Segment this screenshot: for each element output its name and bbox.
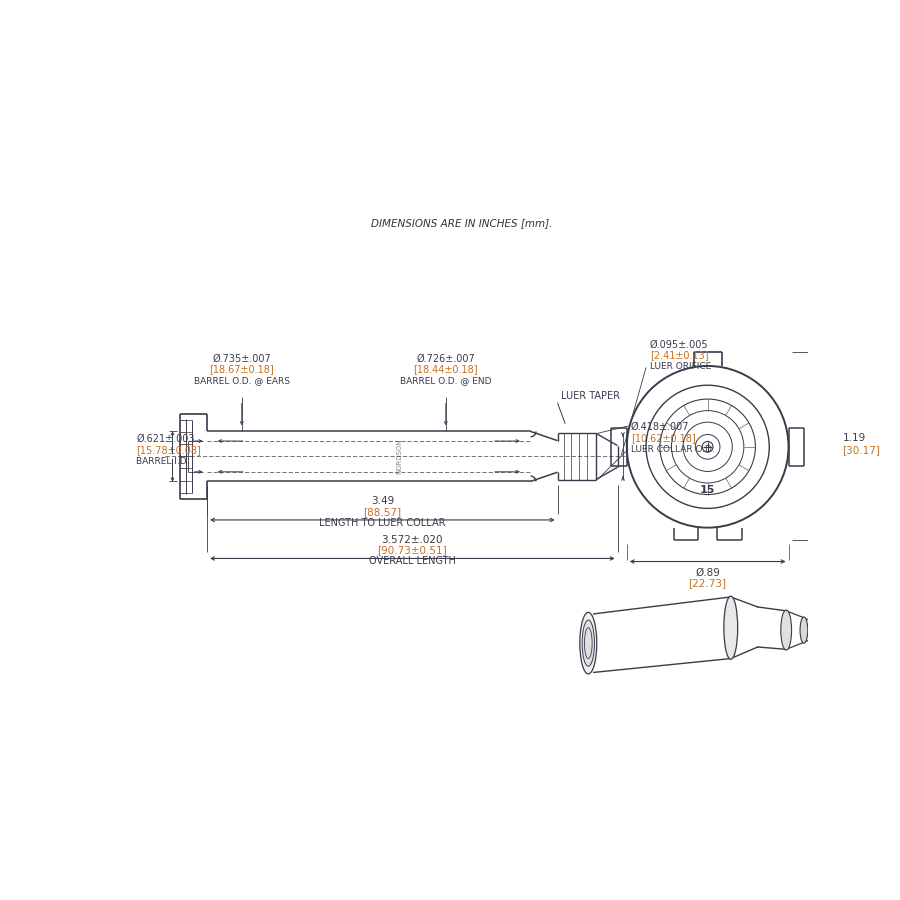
Ellipse shape xyxy=(781,610,792,650)
Text: 15: 15 xyxy=(700,485,716,495)
Text: 3.49: 3.49 xyxy=(371,496,394,506)
Text: NORDSON: NORDSON xyxy=(397,438,402,474)
Text: [30.17]: [30.17] xyxy=(842,445,880,455)
Text: LUER TAPER: LUER TAPER xyxy=(562,391,620,401)
Text: [90.73±0.51]: [90.73±0.51] xyxy=(377,545,447,555)
Text: Ø.735±.007: Ø.735±.007 xyxy=(212,354,271,364)
Text: [18.67±0.18]: [18.67±0.18] xyxy=(210,364,274,374)
Text: [2.41±0.13]: [2.41±0.13] xyxy=(650,351,708,361)
Ellipse shape xyxy=(800,617,808,644)
Text: BARREL O.D. @ END: BARREL O.D. @ END xyxy=(400,376,491,385)
Text: Ø.89: Ø.89 xyxy=(695,568,720,578)
Text: 1.19: 1.19 xyxy=(842,433,866,443)
Ellipse shape xyxy=(724,596,738,660)
Text: [10.62±0.18]: [10.62±0.18] xyxy=(631,433,696,443)
Text: Ø.418±.007: Ø.418±.007 xyxy=(631,422,689,432)
Text: 3.572±.020: 3.572±.020 xyxy=(382,535,443,544)
Text: [15.78±0.08]: [15.78±0.08] xyxy=(136,445,202,455)
Text: Ø.095±.005: Ø.095±.005 xyxy=(650,340,708,350)
Text: LUER ORIFICE: LUER ORIFICE xyxy=(650,363,711,372)
Text: DIMENSIONS ARE IN INCHES [mm].: DIMENSIONS ARE IN INCHES [mm]. xyxy=(371,219,552,229)
Ellipse shape xyxy=(580,612,597,674)
Text: [88.57]: [88.57] xyxy=(364,507,401,517)
Text: LENGTH TO LUER COLLAR: LENGTH TO LUER COLLAR xyxy=(320,518,446,527)
Text: BARREL O.D. @ EARS: BARREL O.D. @ EARS xyxy=(194,376,290,385)
Text: BARREL I.D.: BARREL I.D. xyxy=(136,456,190,465)
Text: Ø.726±.007: Ø.726±.007 xyxy=(417,354,475,364)
Text: [18.44±0.18]: [18.44±0.18] xyxy=(413,364,478,374)
Text: [22.73]: [22.73] xyxy=(688,579,726,589)
Text: LUER COLLAR O.D.: LUER COLLAR O.D. xyxy=(631,445,715,454)
Text: OVERALL LENGTH: OVERALL LENGTH xyxy=(369,556,455,566)
Ellipse shape xyxy=(582,620,595,666)
Text: Ø.621±.003: Ø.621±.003 xyxy=(136,434,194,444)
